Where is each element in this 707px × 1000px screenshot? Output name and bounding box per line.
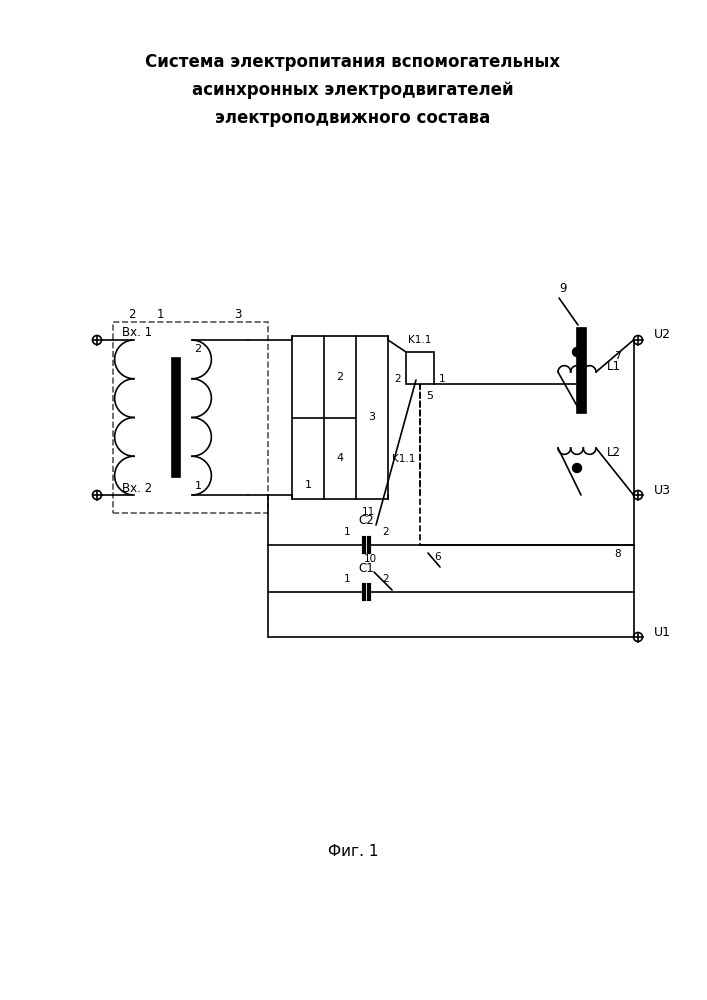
Text: 7: 7 [614,351,621,361]
Text: U2: U2 [654,328,671,342]
Text: Вх. 2: Вх. 2 [122,482,152,494]
Text: 2: 2 [128,308,136,320]
Text: 4: 4 [337,453,344,463]
Text: C2: C2 [358,514,374,528]
Text: 1: 1 [439,374,445,384]
Text: 9: 9 [559,282,567,294]
Text: 1: 1 [344,574,350,584]
Text: L2: L2 [607,446,621,460]
Text: K1.1: K1.1 [392,454,415,464]
Bar [172,358,180,477]
Text: L1: L1 [607,360,621,373]
Text: 2: 2 [382,527,390,537]
Text: 11: 11 [361,507,375,517]
Text: 2: 2 [382,574,390,584]
Text: U1: U1 [654,626,671,639]
Text: 1: 1 [344,527,350,537]
Text: электроподвижного состава: электроподвижного состава [216,109,491,127]
Text: асинхронных электродвигателей: асинхронных электродвигателей [192,81,514,99]
Bar [576,328,585,413]
Text: C1: C1 [358,562,374,574]
Text: 2: 2 [337,372,344,382]
Text: 3: 3 [368,412,375,422]
Text: 8: 8 [614,549,621,559]
Text: Вх. 1: Вх. 1 [122,326,152,340]
Circle shape [573,464,581,473]
Text: 1: 1 [156,308,164,320]
Bar [406,352,434,384]
Circle shape [573,348,581,357]
Text: 2: 2 [194,344,201,354]
Text: 5: 5 [426,391,433,401]
Text: 10: 10 [363,554,377,564]
Text: Система электропитания вспомогательных: Система электропитания вспомогательных [146,53,561,71]
Text: 1: 1 [194,481,201,491]
Text: 1: 1 [305,480,312,490]
Text: 2: 2 [395,374,401,384]
Text: 3: 3 [234,308,242,320]
Bar [292,336,388,499]
Text: U3: U3 [654,484,671,496]
Bar [113,322,268,513]
Text: Фиг. 1: Фиг. 1 [328,844,378,859]
Text: 6: 6 [434,552,440,562]
Text: K1.1: K1.1 [409,335,432,345]
